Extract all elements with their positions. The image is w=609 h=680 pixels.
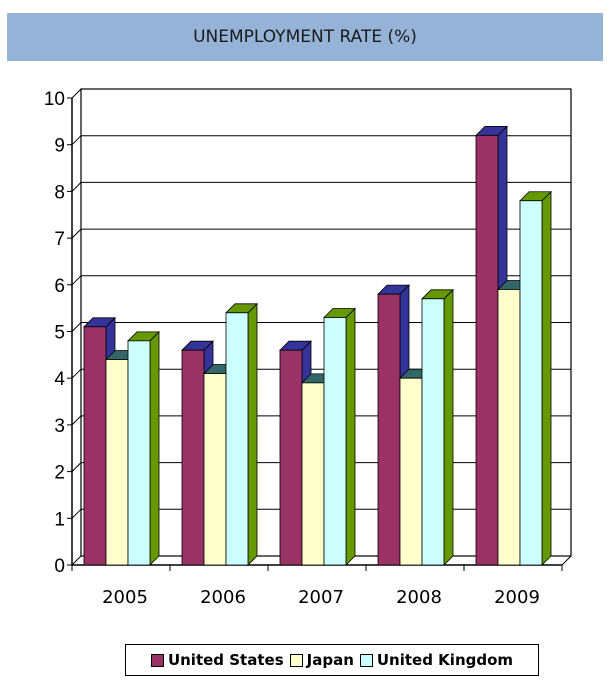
gridline-side xyxy=(71,462,82,472)
bar xyxy=(181,349,205,566)
bar xyxy=(279,349,303,566)
bar-side xyxy=(443,288,454,566)
y-tick-label: 3 xyxy=(54,416,65,437)
y-tick-label: 9 xyxy=(54,136,65,157)
y-tick-label: 6 xyxy=(54,276,65,297)
bar xyxy=(377,293,401,566)
bar xyxy=(105,359,129,566)
gridline-side xyxy=(71,228,82,239)
gridline-side xyxy=(71,368,82,379)
bar-chart: 0 1 2 3 4 5 6 7 8 9 10 2005 2006 2007 2008 2009 xyxy=(44,88,572,608)
legend-label-japan: Japan xyxy=(306,651,354,669)
legend-swatch-japan xyxy=(289,653,303,667)
bar xyxy=(203,373,227,566)
legend-item-uk: United Kingdom xyxy=(359,651,514,669)
legend: United States Japan United Kingdom xyxy=(125,644,539,676)
y-tick-label: 2 xyxy=(54,463,65,484)
y-tick-label: 4 xyxy=(54,369,65,390)
bar xyxy=(323,317,347,566)
bar xyxy=(497,289,521,566)
x-tick-label: 2005 xyxy=(102,587,148,608)
gridline-side xyxy=(71,182,82,192)
gridline-side xyxy=(71,555,82,566)
y-tick-label: 5 xyxy=(54,323,65,344)
chart-title: UNEMPLOYMENT RATE (%) xyxy=(193,27,417,47)
bar-side xyxy=(345,307,356,566)
x-tick-label: 2008 xyxy=(396,587,442,608)
gridline-side xyxy=(71,508,82,519)
y-tick-label: 8 xyxy=(54,182,65,203)
y-tick-label: 1 xyxy=(54,509,65,530)
legend-label-us: United States xyxy=(167,651,284,669)
y-tick-label: 7 xyxy=(54,229,65,250)
legend-label-uk: United Kingdom xyxy=(376,651,514,669)
legend-item-japan: Japan xyxy=(289,651,354,669)
x-axis-side xyxy=(561,555,572,566)
bar xyxy=(225,312,249,566)
y-tick-label: 0 xyxy=(54,556,65,577)
bar xyxy=(301,382,325,566)
legend-item-us: United States xyxy=(150,651,284,669)
legend-swatch-us xyxy=(150,653,164,667)
gridline-side xyxy=(71,415,82,426)
bar xyxy=(127,340,151,566)
gridline-side xyxy=(71,88,82,99)
gridline-side xyxy=(71,322,82,332)
bar-side xyxy=(541,190,552,566)
x-tick-label: 2006 xyxy=(200,587,246,608)
y-tick-label: 10 xyxy=(44,89,65,110)
bar-side xyxy=(247,302,258,566)
bar xyxy=(475,134,499,566)
x-tick-label: 2009 xyxy=(494,587,540,608)
legend-swatch-uk xyxy=(359,653,373,667)
x-tick-label: 2007 xyxy=(298,587,344,608)
bar-side xyxy=(149,330,160,566)
bar xyxy=(519,200,543,566)
gridline-side xyxy=(71,135,82,146)
bar xyxy=(399,377,423,566)
gridline-side xyxy=(71,275,82,286)
bar xyxy=(83,326,107,566)
title-band: UNEMPLOYMENT RATE (%) xyxy=(7,13,603,61)
bar xyxy=(421,298,445,566)
